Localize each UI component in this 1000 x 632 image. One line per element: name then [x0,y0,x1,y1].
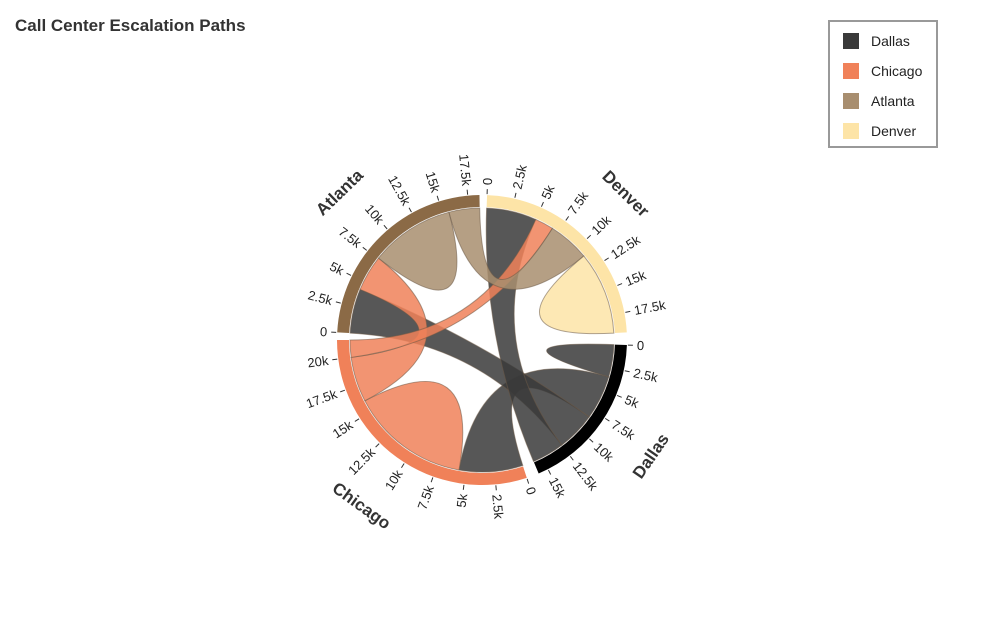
tick-mark-chicago [332,358,338,361]
tick-label-chicago: 15k [330,417,356,441]
tick-label-denver: 5k [538,182,557,201]
group-label-atlanta: Atlanta [312,165,367,219]
tick-mark-dallas [547,469,552,475]
tick-label-dallas: 12.5k [570,459,601,494]
tick-mark-atlanta [346,272,352,276]
tick-label-dallas: 15k [546,475,569,501]
tick-mark-atlanta [335,301,341,304]
tick-mark-denver [540,201,544,207]
group-arc-dallas[interactable] [533,344,627,474]
tick-label-chicago: 20k [307,353,330,371]
legend-item-atlanta[interactable]: Atlanta [843,92,915,110]
tick-label-atlanta: 0 [320,324,328,339]
tick-mark-chicago [462,484,465,490]
legend-swatch-dallas [843,33,859,49]
legend-swatch-denver [843,123,859,139]
tick-label-denver: 15k [623,267,649,289]
tick-label-chicago: 0 [523,485,540,497]
tick-label-dallas: 7.5k [609,417,638,443]
tick-label-chicago: 12.5k [345,444,378,477]
tick-label-denver: 2.5k [510,163,530,191]
legend-label-dallas: Dallas [871,33,910,49]
tick-mark-chicago [401,463,405,468]
tick-mark-atlanta [408,207,412,213]
tick-mark-chicago [430,477,434,483]
tick-mark-atlanta [436,195,440,201]
ribbon-atlanta-atlanta[interactable] [377,211,458,291]
legend-item-chicago[interactable]: Chicago [843,62,922,80]
tick-label-chicago: 17.5k [304,386,339,411]
tick-mark-dallas [604,417,610,422]
tick-label-dallas: 0 [637,338,645,353]
group-label-denver: Denver [598,167,653,221]
tick-mark-dallas [616,394,622,398]
tick-label-atlanta: 7.5k [336,224,365,251]
group-arc-denver[interactable] [486,195,627,334]
tick-mark-dallas [589,438,594,443]
tick-mark-denver [565,216,570,221]
ribbon-atlanta-denver[interactable] [448,207,585,290]
tick-label-dallas: 5k [623,392,642,411]
legend-swatch-atlanta [843,93,859,109]
ribbon-chicago-chicago[interactable] [364,380,464,471]
ribbon-chicago-denver[interactable] [349,218,554,358]
legend-label-atlanta: Atlanta [871,93,915,109]
tick-mark-dallas [569,455,574,461]
tick-label-atlanta: 2.5k [306,287,334,308]
tick-mark-dallas [624,370,630,373]
legend-item-denver[interactable]: Denver [843,122,916,140]
tick-mark-denver [604,257,609,262]
tick-label-atlanta: 15k [423,170,444,195]
tick-label-denver: 0 [480,178,495,186]
tick-mark-chicago [375,443,380,448]
tick-mark-atlanta [383,224,388,230]
tick-mark-chicago [354,418,360,422]
tick-label-chicago: 7.5k [414,483,437,512]
tick-label-atlanta: 10k [362,201,387,227]
ribbon-denver-denver[interactable] [539,255,615,335]
group-arc-chicago[interactable] [337,340,527,485]
tick-label-denver: 10k [588,212,614,238]
group-label-dallas: Dallas [629,430,673,482]
chart-title: Call Center Escalation Paths [15,16,246,35]
tick-mark-denver [514,192,517,198]
legend-item-dallas[interactable]: Dallas [843,32,910,50]
tick-label-atlanta: 12.5k [385,173,414,209]
tick-label-chicago: 2.5k [489,494,506,520]
legend: Dallas Chicago Atlanta Denver [828,20,938,148]
tick-label-chicago: 5k [454,492,471,508]
tick-label-dallas: 10k [591,439,617,465]
tick-label-chicago: 10k [382,467,406,493]
ribbons [349,207,615,473]
group-arc-atlanta[interactable] [337,195,480,334]
tick-label-atlanta: 5k [327,259,346,279]
tick-mark-chicago [340,389,346,393]
tick-label-denver: 7.5k [565,188,592,217]
legend-label-chicago: Chicago [871,63,923,79]
legend-label-denver: Denver [871,123,917,139]
tick-mark-denver [625,310,631,313]
tick-mark-denver [586,234,592,240]
tick-label-denver: 12.5k [608,232,643,262]
tick-label-dallas: 2.5k [632,365,660,385]
tick-label-denver: 17.5k [633,297,668,318]
tick-mark-chicago [526,478,530,484]
tick-label-atlanta: 17.5k [456,153,474,187]
tick-mark-atlanta [362,246,368,251]
legend-swatch-chicago [843,63,859,79]
tick-mark-denver [617,283,623,286]
